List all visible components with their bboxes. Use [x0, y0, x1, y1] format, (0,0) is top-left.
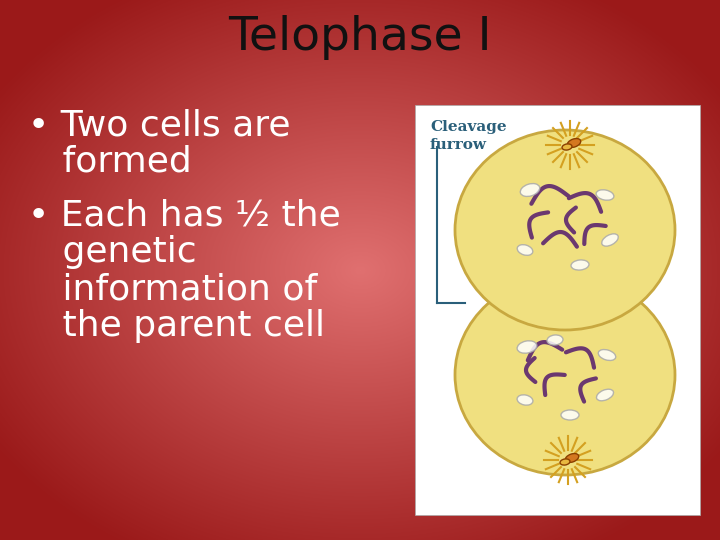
Ellipse shape [455, 275, 675, 475]
Ellipse shape [547, 335, 563, 345]
Ellipse shape [596, 389, 613, 401]
Text: the parent cell: the parent cell [28, 309, 325, 343]
Ellipse shape [517, 341, 537, 353]
Ellipse shape [517, 245, 533, 255]
Ellipse shape [517, 395, 533, 405]
Ellipse shape [560, 459, 570, 465]
Ellipse shape [602, 234, 618, 246]
Ellipse shape [521, 184, 540, 197]
Ellipse shape [565, 454, 579, 462]
Ellipse shape [567, 139, 581, 147]
Text: Cleavage: Cleavage [430, 120, 507, 134]
FancyBboxPatch shape [415, 105, 700, 515]
Text: genetic: genetic [28, 235, 197, 269]
Ellipse shape [561, 410, 579, 420]
Text: • Each has ½ the: • Each has ½ the [28, 198, 341, 232]
Ellipse shape [562, 144, 572, 150]
Ellipse shape [596, 190, 614, 200]
Text: furrow: furrow [430, 138, 487, 152]
Ellipse shape [598, 349, 616, 361]
Ellipse shape [571, 260, 589, 270]
Text: formed: formed [28, 145, 192, 179]
Text: information of: information of [28, 272, 318, 306]
Text: • Two cells are: • Two cells are [28, 108, 290, 142]
Text: Telophase I: Telophase I [228, 15, 492, 59]
Ellipse shape [455, 130, 675, 330]
